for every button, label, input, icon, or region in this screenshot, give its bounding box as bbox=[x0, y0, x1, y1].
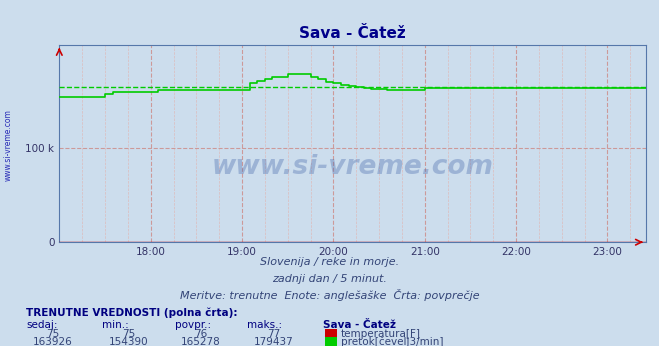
Title: Sava - Čatež: Sava - Čatež bbox=[299, 26, 406, 41]
Text: 165278: 165278 bbox=[181, 337, 221, 346]
Text: 77: 77 bbox=[267, 329, 280, 339]
Text: www.si-vreme.com: www.si-vreme.com bbox=[3, 109, 13, 181]
Text: 163926: 163926 bbox=[33, 337, 72, 346]
Text: Meritve: trenutne  Enote: anglešaške  Črta: povprečje: Meritve: trenutne Enote: anglešaške Črta… bbox=[180, 289, 479, 301]
Text: povpr.:: povpr.: bbox=[175, 320, 211, 330]
Text: 179437: 179437 bbox=[254, 337, 293, 346]
Text: temperatura[F]: temperatura[F] bbox=[341, 329, 420, 339]
Text: pretok[čevelj3/min]: pretok[čevelj3/min] bbox=[341, 337, 444, 346]
Text: sedaj:: sedaj: bbox=[26, 320, 58, 330]
Text: 75: 75 bbox=[122, 329, 135, 339]
Text: Slovenija / reke in morje.: Slovenija / reke in morje. bbox=[260, 257, 399, 267]
Text: zadnji dan / 5 minut.: zadnji dan / 5 minut. bbox=[272, 274, 387, 284]
Text: 75: 75 bbox=[46, 329, 59, 339]
Text: 154390: 154390 bbox=[109, 337, 148, 346]
Text: Sava - Čatež: Sava - Čatež bbox=[323, 320, 396, 330]
Text: maks.:: maks.: bbox=[247, 320, 282, 330]
Text: min.:: min.: bbox=[102, 320, 129, 330]
Text: www.si-vreme.com: www.si-vreme.com bbox=[212, 154, 494, 180]
Text: TRENUTNE VREDNOSTI (polna črta):: TRENUTNE VREDNOSTI (polna črta): bbox=[26, 307, 238, 318]
Text: 76: 76 bbox=[194, 329, 208, 339]
